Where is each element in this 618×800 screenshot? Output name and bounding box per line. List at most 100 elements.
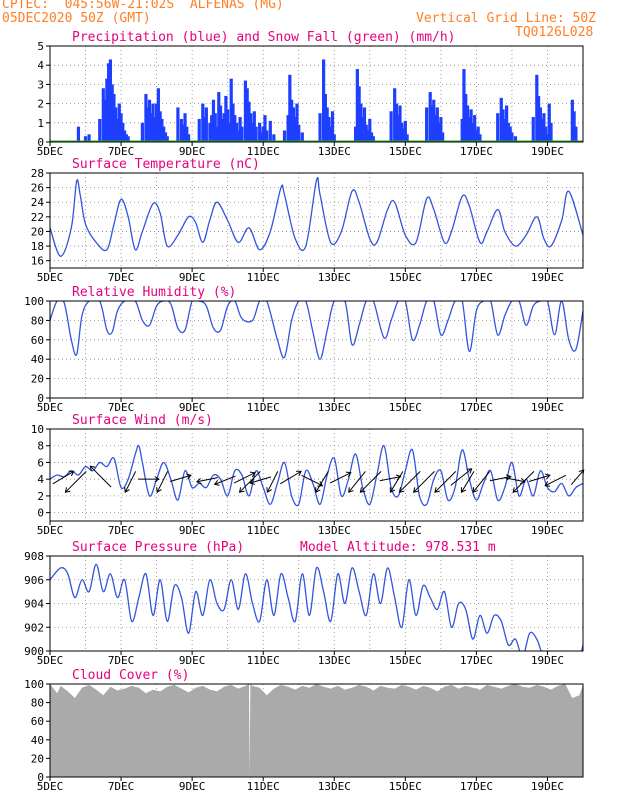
- panel-cloud: [46, 683, 584, 781]
- precip-bar: [208, 122, 212, 142]
- precip-bar: [119, 113, 123, 142]
- y-tick-label: 20: [31, 752, 44, 765]
- x-tick-label: 7DEC: [108, 524, 135, 537]
- precip-bar: [108, 59, 113, 142]
- precip-bar: [540, 118, 544, 142]
- wind-arrow: [250, 476, 272, 484]
- precip-bar: [505, 105, 509, 142]
- wind-arrow: [169, 474, 192, 483]
- precip-bar: [147, 99, 152, 142]
- model-code: TQ0126L028: [515, 25, 594, 40]
- wind-arrow: [239, 471, 261, 493]
- precip-bar: [114, 107, 118, 142]
- x-tick-label: 5DEC: [37, 145, 64, 158]
- precip-bar: [268, 120, 272, 142]
- wind-arrow-head: [359, 487, 366, 493]
- x-tick-label: 5DEC: [37, 524, 64, 537]
- y-tick-label: 80: [31, 697, 44, 710]
- y-tick-label: 18: [31, 240, 44, 253]
- wind-arrow: [528, 474, 550, 483]
- wind-arrow: [461, 471, 475, 493]
- panel-rh: [46, 300, 584, 402]
- precip-bar: [286, 115, 290, 142]
- y-tick-label: 16: [31, 255, 44, 268]
- precip-bar: [249, 113, 253, 142]
- x-tick-label: 15DEC: [389, 401, 422, 414]
- y-tick-label: 904: [24, 598, 44, 611]
- grid-note: Vertical Grid Line: 50Z: [416, 11, 597, 26]
- precip-bar: [183, 113, 187, 142]
- precip-bar: [318, 113, 322, 142]
- x-tick-label: 19DEC: [531, 654, 564, 667]
- pres-line: [50, 563, 583, 651]
- panel-title: Surface Temperature (nC): [72, 157, 260, 172]
- run-date: 05DEC2020 50Z (GMT): [2, 11, 151, 26]
- station-header: CPTEC: 045:56W-21:02S ALFENAS (MG): [2, 0, 284, 12]
- plot-frame: [49, 172, 584, 269]
- precip-bar: [227, 122, 232, 142]
- wind-arrow-head: [544, 473, 551, 480]
- precip-bar: [144, 94, 148, 142]
- wind-arrow: [389, 471, 404, 493]
- wind-arrow: [266, 471, 279, 493]
- precip-bar: [233, 115, 237, 142]
- y-tick-label: 24: [31, 196, 45, 209]
- wind-arrow-head: [68, 470, 75, 477]
- cloud-cover-area: [50, 684, 583, 777]
- precip-bar: [513, 136, 518, 142]
- precip-bar: [229, 78, 233, 142]
- precip-bar: [295, 103, 299, 142]
- y-tick-label: 908: [24, 550, 44, 563]
- wind-arrow-head: [460, 487, 467, 493]
- precip-bar: [226, 109, 230, 142]
- precip-bar: [332, 134, 336, 142]
- precip-bar: [396, 115, 400, 142]
- precip-bar: [254, 126, 258, 142]
- precip-bar: [545, 134, 550, 142]
- precip-bar: [544, 126, 548, 142]
- panel-title: Surface Pressure (hPa): [72, 540, 244, 555]
- precip-bar: [474, 130, 478, 142]
- precip-bar: [503, 118, 507, 142]
- y-tick-label: 4: [37, 59, 44, 72]
- x-tick-label: 17DEC: [460, 271, 493, 284]
- y-tick-label: 3: [37, 78, 44, 91]
- panel-title: Cloud Cover (%): [72, 668, 189, 683]
- wind-arrow: [472, 471, 491, 493]
- wind-arrow-head: [156, 487, 162, 494]
- precip-bar: [121, 122, 125, 142]
- plot-frame: [49, 555, 584, 652]
- panel-wind: [46, 428, 585, 525]
- precip-bar: [222, 113, 226, 142]
- precip-bar: [87, 134, 91, 142]
- y-tick-label: 20: [31, 373, 44, 386]
- precip-bar: [433, 115, 438, 142]
- x-tick-label: 11DEC: [247, 654, 280, 667]
- precip-bar: [101, 88, 105, 142]
- precip-bar: [76, 126, 81, 142]
- precip-bar: [151, 103, 155, 142]
- precip-bar: [355, 69, 359, 142]
- y-tick-label: 1: [37, 117, 44, 130]
- precip-bar: [160, 118, 164, 142]
- x-tick-label: 15DEC: [389, 654, 422, 667]
- precip-bar: [201, 103, 205, 142]
- wind-arrow: [214, 475, 236, 485]
- precip-bar: [105, 78, 109, 142]
- wind-arrow-head: [389, 487, 396, 493]
- y-tick-label: 0: [37, 771, 44, 784]
- wind-arrow: [489, 476, 511, 482]
- plot-frame: [49, 428, 584, 522]
- wind-arrow-head: [296, 470, 302, 477]
- wind-arrow: [329, 472, 352, 484]
- x-tick-label: 13DEC: [318, 524, 351, 537]
- panel-title: Surface Wind (m/s): [72, 413, 213, 428]
- precip-bar: [258, 122, 262, 142]
- x-tick-label: 7DEC: [108, 654, 135, 667]
- x-tick-label: 9DEC: [179, 271, 206, 284]
- precip-bar: [243, 80, 248, 142]
- precip-bar: [146, 107, 150, 142]
- wind-arrow: [233, 472, 256, 484]
- precip-bar: [218, 105, 223, 142]
- wind-arrow-head: [398, 487, 405, 493]
